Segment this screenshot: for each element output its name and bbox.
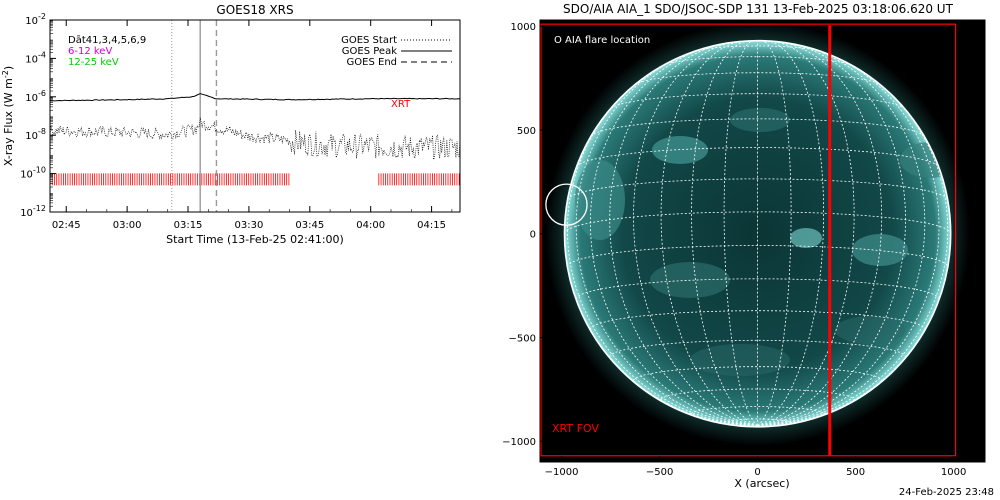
- aia-image: [540, 20, 985, 462]
- series-short-channel: [49, 117, 461, 160]
- series-long-channel: [50, 93, 461, 102]
- active-region: [690, 344, 790, 376]
- y-tick-label: 10-6: [25, 89, 46, 104]
- parallel-line: [691, 406, 824, 414]
- meridian-line: [757, 42, 906, 426]
- y-tick-label: −500: [509, 333, 536, 344]
- meridian-line: [757, 44, 926, 426]
- meridian-line: [757, 40, 792, 426]
- x-tick-label: 03:45: [295, 220, 324, 231]
- y-tick-label: 10-2: [25, 12, 46, 27]
- meridian-line: [757, 41, 883, 426]
- solar-limb: [563, 39, 952, 428]
- parallel-line: [575, 278, 940, 300]
- y-tick-label: 1000: [511, 22, 536, 33]
- parallel-line: [564, 211, 951, 234]
- y-tick-label: 10-8: [25, 127, 46, 142]
- flare-location-circle: [545, 183, 588, 226]
- goes-xlabel: Start Time (13-Feb-25 02:41:00): [166, 233, 344, 246]
- aia-xlabel: X (arcsec): [734, 477, 789, 490]
- x-tick-label: −1000: [545, 467, 579, 478]
- goes-series: [49, 20, 461, 212]
- aia-title: SDO/AIA AIA_1 SDO/JSOC-SDP 131 13-Feb-20…: [563, 2, 954, 16]
- meridian-line: [757, 72, 949, 426]
- y-tick-label: 10-12: [20, 204, 46, 219]
- legend-12-25kev: 12-25 keV: [68, 57, 119, 68]
- goes-title: GOES18 XRS: [216, 3, 293, 17]
- active-region: [835, 316, 905, 344]
- aia-panel: SDO/AIA AIA_1 SDO/JSOC-SDP 131 13-Feb-20…: [502, 2, 986, 490]
- meridian-line: [566, 72, 758, 426]
- x-tick-label: 04:15: [417, 220, 446, 231]
- parallel-line: [576, 147, 939, 167]
- meridian-line: [589, 44, 758, 426]
- parallel-line: [567, 245, 949, 268]
- meridian-line: [609, 42, 758, 426]
- meridian-line: [691, 40, 758, 426]
- heliographic-grid: [564, 40, 951, 426]
- meridian-line: [660, 40, 758, 426]
- meridian-line: [757, 40, 824, 426]
- aia-x-ticks: −1000 −500 0 500 1000: [545, 456, 966, 478]
- aia-y-ticks: 1000 500 0 −500 −1000: [502, 22, 546, 448]
- parallel-line: [634, 72, 881, 86]
- y-tick-label: 500: [517, 126, 536, 137]
- active-region: [575, 160, 625, 240]
- meridian-line: [757, 50, 940, 426]
- legend-6-12kev: 6-12 keV: [68, 46, 112, 57]
- xrt-fov-box: [540, 23, 957, 457]
- timestamp-footer: 24-Feb-2025 23:48: [898, 487, 994, 498]
- x-tick-label: −500: [646, 467, 673, 478]
- active-region: [790, 228, 822, 248]
- goes-y-ticks: 10-2 10-4 10-6 10-8 10-10 10-12: [20, 12, 56, 219]
- meridian-line: [757, 40, 855, 426]
- x-tick-label: 03:30: [234, 220, 263, 231]
- xrt-annotation: XRT: [391, 99, 411, 110]
- aia-plot-frame: [539, 19, 986, 463]
- y-tick-label: −1000: [502, 437, 536, 448]
- xrt-fov-label: XRT FOV: [552, 422, 599, 435]
- parallel-line: [610, 93, 905, 109]
- y-tick-label: 10-10: [20, 166, 46, 181]
- goes-x-ticks: 02:45 03:00 03:15 03:30 03:45 04:00 04:15: [52, 20, 453, 231]
- parallel-line: [590, 310, 926, 330]
- goes-panel: GOES18 XRS 10-2 10-4 10-6 10-8 10-10 10-12 02…: [1, 3, 461, 246]
- x-tick-label: 500: [846, 467, 865, 478]
- legend-goes-end: GOES End: [347, 57, 397, 68]
- y-tick-label: 10-4: [25, 50, 46, 65]
- meridian-line: [575, 50, 758, 426]
- legend-detectors: Dāt41,3,4,5,6,9: [68, 35, 146, 46]
- x-tick-label: 04:00: [356, 220, 385, 231]
- active-region: [730, 108, 790, 132]
- y-tick-label: 0: [530, 230, 536, 241]
- x-tick-label: 1000: [941, 467, 966, 478]
- meridian-line: [723, 40, 758, 426]
- parallel-line: [723, 418, 792, 423]
- aia-legend: O AIA flare location: [554, 35, 650, 46]
- parallel-line: [590, 118, 925, 137]
- legend-goes-peak: GOES Peak: [342, 46, 397, 57]
- meridian-line: [633, 41, 758, 426]
- x-tick-label: 03:00: [113, 220, 142, 231]
- x-tick-label: 0: [754, 467, 760, 478]
- goes-plot-frame: [49, 19, 461, 213]
- legend-goes-start: GOES Start: [341, 35, 397, 46]
- parallel-line: [567, 178, 948, 200]
- x-tick-label: 03:15: [174, 220, 203, 231]
- goes-ylabel: X-ray Flux (W m-2): [1, 66, 15, 166]
- x-tick-label: 02:45: [52, 220, 81, 231]
